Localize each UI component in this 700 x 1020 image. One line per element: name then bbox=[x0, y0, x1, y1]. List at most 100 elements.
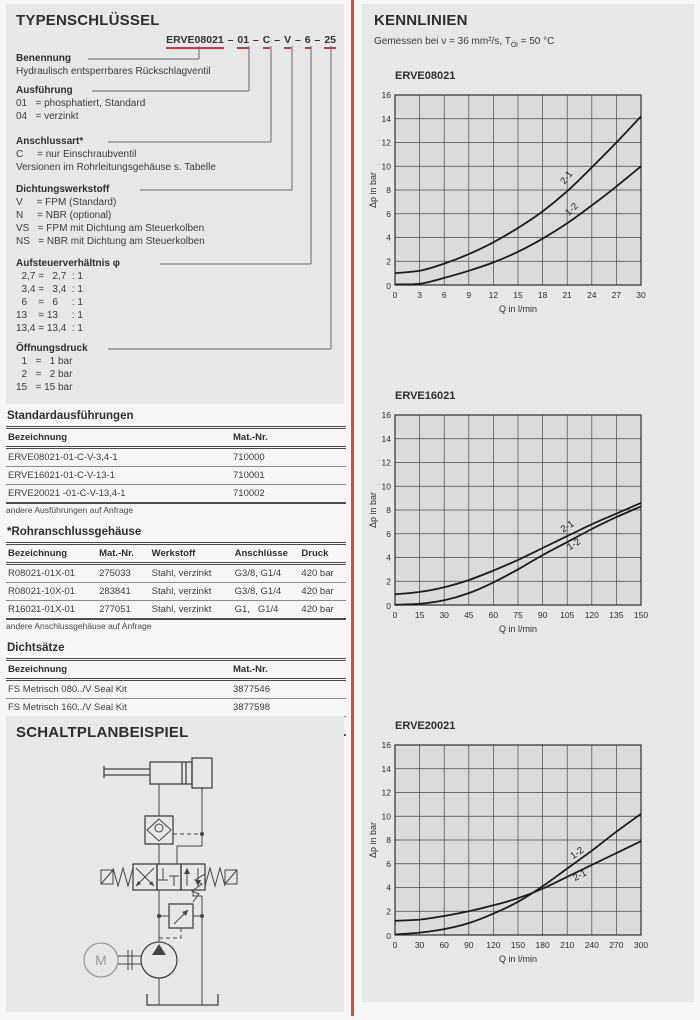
code-segment: ERVE08021 bbox=[166, 34, 224, 49]
x-tick-label: 3 bbox=[417, 290, 422, 300]
typecode-section: Benennung Hydraulisch entsperrbares Rücks… bbox=[16, 52, 336, 78]
table-cell: 3877598 bbox=[231, 698, 346, 717]
x-tick-label: 12 bbox=[489, 290, 499, 300]
table-row: ERVE16021-01-C-V-13-1 710001 bbox=[6, 466, 346, 485]
typecode-section-line: NS = NBR mit Dichtung am Steuerkolben bbox=[16, 236, 205, 247]
curve-1-2 bbox=[394, 165, 642, 286]
standard-table: Bezeichnung Mat.-Nr. ERVE08021-01-C-V-3,4-… bbox=[6, 426, 346, 504]
x-tick-label: 30 bbox=[415, 940, 425, 950]
x-tick-label: 24 bbox=[587, 290, 597, 300]
check-valve bbox=[144, 815, 174, 845]
table-header-row: Bezeichnung Mat.-Nr. Werkstoff Anschlüsse Dr… bbox=[6, 543, 346, 565]
valve-spring-left bbox=[112, 866, 134, 888]
curve-2-1 bbox=[394, 502, 642, 596]
table-header-cell: Mat.-Nr. bbox=[97, 543, 150, 565]
seals-table-title: Dichtsätze bbox=[7, 642, 65, 654]
x-tick-label: 150 bbox=[511, 940, 525, 950]
chart-title: ERVE20021 bbox=[395, 720, 456, 732]
column-divider bbox=[351, 0, 354, 1016]
housing-table-footnote: andere Anschlussgehäuse auf Anfrage bbox=[6, 621, 152, 631]
x-tick-label: 270 bbox=[609, 940, 623, 950]
curve-1-2 bbox=[394, 505, 642, 606]
kennlinien-title: KENNLINIEN bbox=[374, 12, 468, 29]
table-header-cell: Mat.-Nr. bbox=[231, 659, 346, 681]
typecode-section-line: Hydraulisch entsperrbares Rückschlagvent… bbox=[16, 66, 211, 77]
table-row: FS Metrisch 160../V Seal Kit 3877598 bbox=[6, 698, 346, 717]
y-tick-label: 12 bbox=[382, 458, 392, 468]
code-segment: 6 bbox=[304, 34, 311, 49]
code-segment: 25 bbox=[324, 34, 336, 49]
table-cell: 420 bar bbox=[299, 563, 346, 583]
typecode-section-line: 3,4 = 3,4 : 1 bbox=[16, 284, 83, 295]
x-tick-label: 18 bbox=[538, 290, 548, 300]
typecode-section-heading: Dichtungswerkstoff bbox=[16, 184, 110, 195]
chart-title: ERVE08021 bbox=[395, 70, 456, 82]
typecode-section: Dichtungswerkstoff V = FPM (Standard) N = … bbox=[16, 183, 336, 248]
typecode-section-line: 1 = 1 bar bbox=[16, 356, 73, 367]
table-cell: Stahl, verzinkt bbox=[149, 563, 233, 583]
directional-valve-box-right bbox=[180, 863, 206, 891]
table-cell: ERVE16021-01-C-V-13-1 bbox=[6, 466, 231, 485]
housing-table: Bezeichnung Mat.-Nr. Werkstoff Anschlüsse Dr… bbox=[6, 542, 346, 620]
table-cell: ERVE08021-01-C-V-3,4-1 bbox=[6, 447, 231, 467]
y-tick-label: 0 bbox=[386, 281, 391, 291]
y-tick-label: 8 bbox=[386, 505, 391, 515]
x-tick-label: 75 bbox=[513, 610, 523, 620]
code-separator: – bbox=[292, 34, 304, 46]
y-tick-label: 8 bbox=[386, 185, 391, 195]
table-cell: 283841 bbox=[97, 582, 150, 601]
typecode-section-line: N = NBR (optional) bbox=[16, 210, 112, 221]
typecode-section-line: 13 = 13 : 1 bbox=[16, 310, 83, 321]
table-cell: R08021-10X-01 bbox=[6, 582, 98, 601]
y-tick-label: 12 bbox=[382, 788, 392, 798]
typecode-section-heading: Ausführung bbox=[16, 85, 73, 96]
table-cell: 275033 bbox=[97, 563, 150, 583]
x-tick-label: 0 bbox=[393, 610, 398, 620]
typecode-section-heading: Aufsteuerverhältnis φ bbox=[16, 258, 120, 269]
chart-erve08021: ERVE08021 0 3 6 9 12 15 18 21 24 27 30 2 4 6 8 10 12 14 16… bbox=[362, 70, 694, 370]
solenoid-left bbox=[100, 869, 114, 885]
x-tick-label: 45 bbox=[464, 610, 474, 620]
valve-spring-right bbox=[204, 866, 226, 888]
typecode-section-line: VS = FPM mit Dichtung am Steuerkolben bbox=[16, 223, 205, 234]
table-cell: G1, G1/4 bbox=[232, 600, 300, 620]
y-tick-label: 0 bbox=[386, 601, 391, 611]
typenschluessel-title: TYPENSCHLÜSSEL bbox=[16, 12, 160, 29]
typecode-section-heading: Anschlussart* bbox=[16, 136, 84, 147]
typecode-section-line: 2,7 = 2,7 : 1 bbox=[16, 271, 83, 282]
chart-title: ERVE16021 bbox=[395, 390, 456, 402]
code-segment: V bbox=[284, 34, 292, 49]
x-tick-label: 15 bbox=[415, 610, 425, 620]
schaltplan-panel: SCHALTPLANBEISPIEL bbox=[6, 716, 344, 1012]
x-tick-label: 30 bbox=[636, 290, 646, 300]
tables-zone: Standardausführungen Bezeichnung Mat.-Nr.… bbox=[6, 410, 346, 747]
typecode-section: Aufsteuerverhältnis φ 2,7 = 2,7 : 1 3,4 … bbox=[16, 257, 336, 335]
x-axis-label: Q in l/min bbox=[499, 304, 537, 314]
table-cell: FS Metrisch 080../V Seal Kit bbox=[6, 679, 231, 699]
x-tick-label: 105 bbox=[560, 610, 574, 620]
table-header-cell: Bezeichnung bbox=[6, 659, 231, 681]
typecode-section-line: 13,4 = 13,4 : 1 bbox=[16, 323, 83, 334]
x-tick-label: 180 bbox=[536, 940, 550, 950]
code-segment: C bbox=[262, 34, 271, 49]
chart-plot: 0 30 60 90 120 150 180 210 240 270 300 2 4 6 8 10 12 14 16… bbox=[368, 740, 648, 964]
relief-valve bbox=[168, 903, 194, 929]
typecode-section-line: C = nur Einschraubventil bbox=[16, 149, 137, 160]
table-row: R16021-01X-01 277051 Stahl, verzinkt G1, G1… bbox=[6, 600, 346, 620]
x-tick-label: 9 bbox=[466, 290, 471, 300]
directional-valve-box-center bbox=[156, 863, 182, 891]
solenoid-right bbox=[224, 869, 238, 885]
chart-erve16021: ERVE16021 0 15 30 45 60 75 90 105 120 135 150 2 4 6 8 1… bbox=[362, 390, 694, 690]
table-cell: R16021-01X-01 bbox=[6, 600, 98, 620]
y-tick-label: 2 bbox=[386, 906, 391, 916]
table-cell: 420 bar bbox=[299, 600, 346, 620]
code-segment: 01 bbox=[237, 34, 250, 49]
y-tick-label: 8 bbox=[386, 835, 391, 845]
typecode-section-line: 04 = verzinkt bbox=[16, 111, 79, 122]
y-tick-label: 4 bbox=[386, 553, 391, 563]
typecode-connector-lines bbox=[88, 46, 332, 350]
kennlinien-panel: KENNLINIEN Gemessen bei ν = 36 mm²/s, TÖ… bbox=[362, 4, 694, 1002]
type-code: ERVE08021 – 01 – C – V – 6 – 25 bbox=[166, 34, 336, 49]
y-axis-label: Δp in bar bbox=[368, 492, 378, 528]
